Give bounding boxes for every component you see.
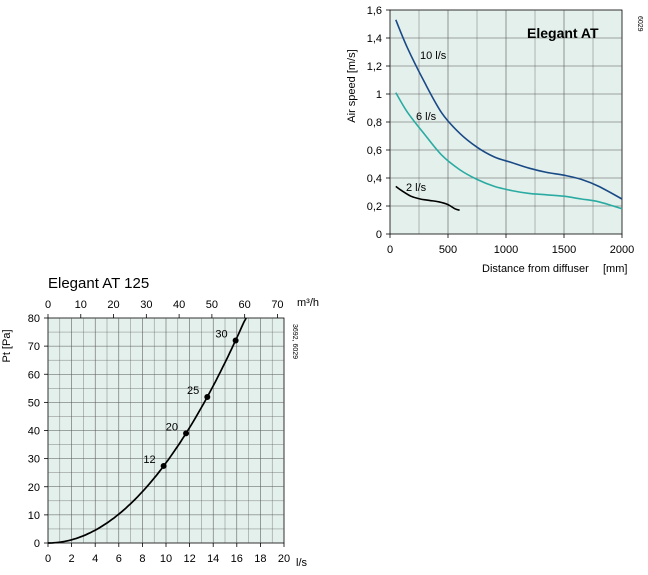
pressure-x2-tick-label: 60 xyxy=(239,299,251,311)
pressure-x2-tick-label: 50 xyxy=(206,299,218,311)
pressure-marker-point xyxy=(183,430,190,437)
pressure-x-tick-label: 16 xyxy=(231,553,243,565)
air-speed-y-tick-label: 0,6 xyxy=(367,145,382,157)
air-speed-y-tick-label: 1,6 xyxy=(367,5,382,17)
pressure-x2-tick-label: 40 xyxy=(173,299,185,311)
pressure-x-tick-label: 0 xyxy=(45,553,51,565)
air-speed-y-tick-label: 1 xyxy=(376,89,382,101)
pressure-x2-tick-label: 20 xyxy=(107,299,119,311)
pressure-x-tick-label: 8 xyxy=(139,553,145,565)
pressure-x-tick-label: 4 xyxy=(92,553,98,565)
air-speed-series-line xyxy=(395,19,623,200)
air-speed-x-tick-label: 1500 xyxy=(552,244,576,256)
pressure-y-tick-label: 0 xyxy=(34,538,40,550)
pressure-y-tick-label: 70 xyxy=(28,341,40,353)
pressure-x-label: l/s xyxy=(296,557,308,569)
pressure-x2-tick-label: 70 xyxy=(271,299,283,311)
air-speed-series-label: 6 l/s xyxy=(416,111,437,123)
pressure-y-ticks: 0 10 20 30 40 50 60 70 80 xyxy=(28,313,48,550)
pressure-marker-point xyxy=(232,337,239,344)
pressure-x-ticks: 0 2 4 6 8 10 12 14 16 18 20 xyxy=(45,543,290,565)
pressure-x-tick-label: 2 xyxy=(69,553,75,565)
air-speed-series-line xyxy=(395,92,623,210)
pressure-x-tick-label: 20 xyxy=(278,553,290,565)
pressure-marker-point xyxy=(204,394,211,401)
pressure-y-tick-label: 50 xyxy=(28,397,40,409)
air-speed-y-ticks: 0 0,2 0,4 0,6 0,8 1 1,2 1,4 1,6 xyxy=(367,5,390,241)
air-speed-x-ticks: 0 500 1000 1500 2000 xyxy=(387,234,634,256)
air-speed-series-label: 10 l/s xyxy=(420,50,447,62)
pressure-marker-label: 25 xyxy=(187,385,199,397)
pressure-y-tick-label: 10 xyxy=(28,510,40,522)
pressure-x-tick-label: 12 xyxy=(183,553,195,565)
air-speed-x-tick-label: 2000 xyxy=(610,244,634,256)
air-speed-lines xyxy=(395,19,623,211)
pressure-y-tick-label: 30 xyxy=(28,454,40,466)
air-speed-y-tick-label: 0,8 xyxy=(367,117,382,129)
air-speed-x-tick-label: 500 xyxy=(439,244,457,256)
pressure-chart: 0 2 4 6 8 10 12 14 16 18 20 0 10 20 30 40 50 60 70 0 10 20 3… xyxy=(1,275,319,569)
pressure-y-label: Pt [Pa] xyxy=(1,329,13,362)
air-speed-title: Elegant AT xyxy=(527,25,599,41)
pressure-x2-tick-label: 0 xyxy=(45,299,51,311)
pressure-x-tick-label: 10 xyxy=(160,553,172,565)
pressure-x-tick-label: 14 xyxy=(207,553,219,565)
pressure-y-tick-label: 20 xyxy=(28,482,40,494)
pressure-title: Elegant AT 125 xyxy=(48,275,149,292)
air-speed-y-tick-label: 0,2 xyxy=(367,201,382,213)
air-speed-x-unit: [mm] xyxy=(603,263,627,275)
air-speed-series-label: 2 l/s xyxy=(406,182,427,194)
pressure-x-tick-label: 6 xyxy=(116,553,122,565)
air-speed-chart: 0 500 1000 1500 2000 0 0,2 0,4 0,6 0,8 1 1,2 1,4 1,6… xyxy=(346,5,643,275)
pressure-marker-point xyxy=(160,462,167,469)
pressure-x-tick-label: 18 xyxy=(254,553,266,565)
pressure-side-code: 3692, 6029 xyxy=(291,324,298,359)
air-speed-x-label: Distance from diffuser xyxy=(482,263,589,275)
pressure-y-tick-label: 60 xyxy=(28,369,40,381)
pressure-y-tick-label: 40 xyxy=(28,426,40,438)
pressure-marker-label: 12 xyxy=(143,454,155,466)
pressure-grid xyxy=(48,318,284,543)
air-speed-y-label: Air speed [m/s] xyxy=(346,49,358,122)
air-speed-side-code: 6029 xyxy=(636,16,643,32)
air-speed-series-labels: 10 l/s 6 l/s 2 l/s xyxy=(406,50,447,194)
air-speed-y-tick-label: 0,4 xyxy=(367,173,382,185)
pressure-x2-tick-label: 10 xyxy=(75,299,87,311)
pressure-x2-label: m³/h xyxy=(297,297,319,309)
pressure-curve-group xyxy=(48,317,247,544)
pressure-y-tick-label: 80 xyxy=(28,313,40,325)
pressure-marker-label: 30 xyxy=(215,329,227,341)
pressure-marker-label: 20 xyxy=(166,421,178,433)
air-speed-y-tick-label: 1,2 xyxy=(367,61,382,73)
air-speed-y-tick-label: 1,4 xyxy=(367,33,382,45)
air-speed-series-line xyxy=(395,185,460,211)
pressure-curve-line xyxy=(48,317,247,544)
pressure-x2-tick-label: 30 xyxy=(140,299,152,311)
air-speed-x-tick-label: 0 xyxy=(387,244,393,256)
air-speed-y-tick-label: 0 xyxy=(376,229,382,241)
air-speed-x-tick-label: 1000 xyxy=(494,244,518,256)
pressure-markers: 12 20 25 30 xyxy=(143,329,239,469)
pressure-x2-ticks: 0 10 20 30 40 50 60 70 xyxy=(45,299,284,318)
